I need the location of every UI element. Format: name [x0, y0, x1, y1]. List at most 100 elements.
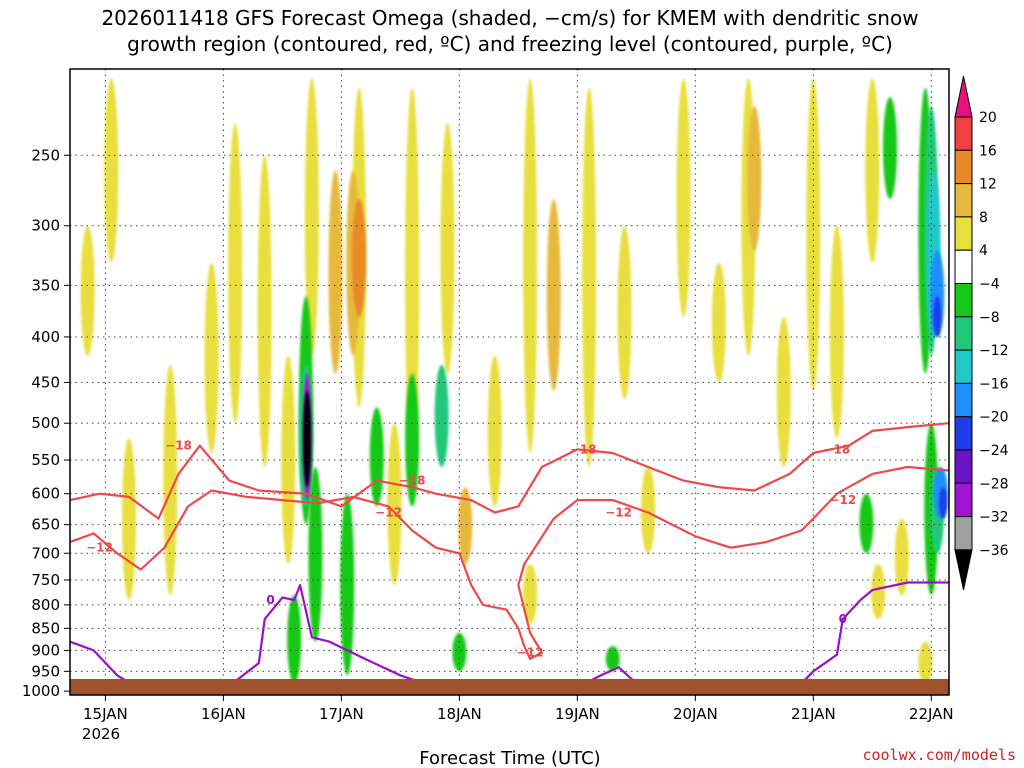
omega-blob-31 — [894, 518, 909, 596]
omega-blob-18 — [523, 78, 538, 453]
chart-title-line1: 2026011418 GFS Forecast Omega (shaded, −… — [101, 6, 918, 30]
omega-blob-42 — [369, 407, 384, 507]
y-tick-label-300: 300 — [31, 217, 60, 235]
colorbar-tick-label-1: 16 — [979, 143, 997, 159]
colorbar-tick-label-4: 4 — [979, 243, 988, 259]
colorbar-bin-13 — [954, 516, 973, 551]
omega-blob-30 — [865, 78, 880, 263]
freezing-level-label-0: 0 — [266, 593, 274, 607]
colorbar-bin-10 — [954, 416, 973, 451]
omega-blob-26 — [747, 105, 762, 251]
y-tick-label-900: 900 — [31, 641, 60, 659]
colorbar: 20 16 12 8 4 −4 −8 −12 −16 −20 −24 −28 −32 −36 — [954, 75, 1009, 591]
omega-blob-6 — [257, 155, 272, 468]
colorbar-tick-label-2: 12 — [979, 177, 997, 193]
x-tick-label-18JAN: 18JAN — [437, 705, 482, 723]
colorbar-bin-6 — [954, 283, 973, 318]
omega-blob-33 — [918, 641, 933, 684]
omega-blob-46 — [605, 646, 620, 672]
ground-surface — [70, 679, 949, 695]
x-axis-year-label: 2026 — [82, 725, 120, 743]
omega-blob-21 — [617, 225, 632, 400]
y-tick-label-950: 950 — [31, 662, 60, 680]
colorbar-tick-label-9: −20 — [979, 410, 1009, 426]
colorbar-bottom-arrow — [954, 549, 973, 591]
y-tick-label-600: 600 — [31, 485, 60, 503]
plot-area: −18−18−18−18−12−12−12−12−12000 — [69, 68, 950, 696]
colorbar-bin-9 — [954, 382, 973, 418]
colorbar-tick-label-8: −16 — [979, 376, 1009, 392]
dgz-minus12-label-1: −12 — [375, 506, 402, 520]
x-axis-label: Forecast Time (UTC) — [419, 748, 600, 768]
dgz-minus12-line — [70, 465, 949, 660]
dgz-minus12-label-4: −12 — [829, 493, 856, 507]
omega-blob-53 — [933, 296, 942, 337]
omega-blob-44 — [434, 364, 449, 468]
x-tick-label-22JAN: 22JAN — [909, 705, 954, 723]
y-tick-label-450: 450 — [31, 373, 60, 391]
dgz-minus12-label-0: −12 — [86, 541, 113, 555]
y-tick-label-650: 650 — [31, 516, 60, 534]
omega-blob-20 — [582, 87, 597, 468]
colorbar-tick-label-11: −28 — [979, 476, 1009, 492]
colorbar-top-arrow — [954, 75, 973, 118]
y-axis: 250 300 350 400 450 500 550 600 650 700 750 800 850 9… — [22, 146, 70, 700]
y-tick-label-800: 800 — [31, 596, 60, 614]
omega-blob-15 — [440, 123, 455, 374]
omega-blob-37 — [340, 493, 355, 676]
omega-blob-5 — [228, 123, 243, 424]
x-tick-label-19JAN: 19JAN — [555, 705, 600, 723]
omega-blob-3 — [163, 364, 178, 596]
omega-blob-0 — [104, 78, 119, 263]
colorbar-tick-label-6: −8 — [979, 310, 1000, 326]
omega-blob-24 — [711, 262, 726, 383]
omega-blob-35 — [287, 595, 302, 684]
dgz-minus18-label-2: −18 — [570, 442, 597, 456]
omega-blob-12 — [352, 199, 367, 318]
omega-blob-8 — [304, 78, 319, 356]
omega-blob-22 — [641, 467, 656, 554]
omega-blob-34 — [523, 564, 538, 624]
colorbar-bin-8 — [954, 349, 973, 384]
omega-blob-14 — [405, 87, 420, 468]
omega-blob-36 — [308, 467, 323, 642]
y-tick-label-550: 550 — [31, 451, 60, 469]
omega-blob-41 — [303, 390, 312, 488]
y-tick-label-250: 250 — [31, 146, 60, 164]
colorbar-tick-label-13: −36 — [979, 543, 1009, 559]
dgz-minus18-label-3: −18 — [824, 442, 851, 456]
colorbar-tick-label-3: 8 — [979, 210, 988, 226]
x-tick-label-20JAN: 20JAN — [673, 705, 718, 723]
colorbar-tick-label-7: −12 — [979, 343, 1009, 359]
dgz-minus12-label-3: −12 — [605, 506, 632, 520]
y-tick-label-1000: 1000 — [22, 682, 60, 700]
omega-blob-23 — [676, 78, 691, 318]
omega-blob-47 — [859, 493, 874, 554]
omega-blob-1 — [121, 438, 136, 601]
omega-blob-2 — [80, 225, 95, 356]
omega-blob-43 — [405, 373, 420, 507]
colorbar-tick-label-12: −32 — [979, 510, 1009, 526]
omega-blob-9 — [328, 170, 343, 374]
omega-blob-19 — [546, 199, 561, 391]
colorbar-bin-3 — [954, 183, 973, 218]
omega-blob-57 — [939, 487, 948, 519]
dgz-minus12-label-2: −12 — [517, 646, 544, 660]
y-tick-label-500: 500 — [31, 414, 60, 432]
colorbar-bin-1 — [954, 116, 973, 151]
y-tick-label-750: 750 — [31, 571, 60, 589]
colorbar-bin-11 — [954, 449, 973, 484]
colorbar-bin-4 — [954, 216, 973, 251]
colorbar-bin-7 — [954, 316, 973, 351]
freezing-level-label-2: 0 — [839, 612, 847, 626]
omega-blob-16 — [458, 487, 473, 565]
x-tick-label-17JAN: 17JAN — [319, 705, 364, 723]
omega-blob-27 — [776, 317, 791, 468]
colorbar-bin-2 — [954, 149, 973, 185]
omega-blob-13 — [387, 423, 402, 586]
chart-title-line2: growth region (contoured, red, ºC) and f… — [127, 32, 893, 56]
omega-blob-7 — [281, 355, 296, 565]
omega-blob-17 — [487, 355, 502, 507]
x-tick-label-21JAN: 21JAN — [791, 705, 836, 723]
